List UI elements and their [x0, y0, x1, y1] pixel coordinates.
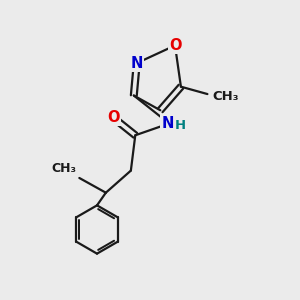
Text: O: O	[169, 38, 181, 53]
Text: H: H	[175, 119, 186, 132]
Text: O: O	[107, 110, 119, 125]
Text: CH₃: CH₃	[51, 162, 76, 175]
Text: CH₃: CH₃	[213, 91, 239, 103]
Text: N: N	[161, 116, 174, 131]
Text: N: N	[130, 56, 143, 70]
